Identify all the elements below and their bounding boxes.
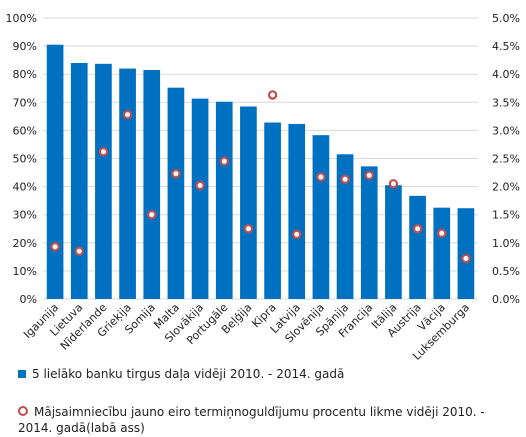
dot bbox=[364, 170, 374, 181]
dot bbox=[267, 90, 278, 100]
dot bbox=[147, 209, 157, 220]
legend-bar-label: 5 lielāko banku tirgus daļa vidēji 2010.… bbox=[32, 367, 345, 381]
dot bbox=[316, 172, 326, 182]
x-axis: IgaunijaLietuvaNīderlandeGrieķijaSomijaM… bbox=[21, 301, 472, 363]
bar bbox=[433, 207, 451, 299]
dot bbox=[74, 246, 84, 256]
bar bbox=[119, 68, 136, 299]
dot bbox=[340, 174, 350, 184]
right-y-axis: 0.0% 0.5% 1.0% 1.5% 2.0% 2.5% 3.0% 3.5% 4.0% 4.5%… bbox=[492, 12, 520, 306]
right-tick-label: 2.0% bbox=[492, 181, 520, 194]
bar bbox=[288, 123, 306, 299]
gridlines bbox=[43, 17, 478, 300]
bar bbox=[360, 166, 378, 299]
dot bbox=[292, 229, 302, 240]
left-tick-label: 50% bbox=[13, 153, 37, 166]
dot bbox=[171, 168, 181, 179]
right-tick-label: 2.5% bbox=[492, 153, 520, 166]
dot bbox=[50, 242, 60, 252]
left-tick-label: 0% bbox=[20, 293, 37, 306]
dot bbox=[461, 253, 471, 264]
right-tick-label: 1.5% bbox=[492, 209, 520, 222]
bar-series bbox=[46, 44, 475, 300]
right-tick-label: 3.5% bbox=[492, 96, 520, 109]
bar bbox=[409, 195, 426, 299]
left-tick-label: 30% bbox=[13, 209, 37, 222]
bar bbox=[191, 98, 209, 299]
bar bbox=[264, 122, 281, 299]
bar bbox=[312, 135, 330, 299]
bar bbox=[70, 62, 88, 300]
right-tick-label: 5.0% bbox=[492, 12, 520, 25]
bar bbox=[385, 185, 402, 299]
bar bbox=[46, 44, 64, 299]
dot bbox=[437, 228, 447, 238]
left-tick-label: 10% bbox=[13, 265, 37, 278]
dot bbox=[122, 109, 133, 120]
legend-dot-entry: Mājsaimniecību jauno eiro termiņnoguldīj… bbox=[18, 404, 518, 436]
legend-dot-label: Mājsaimniecību jauno eiro termiņnoguldīj… bbox=[18, 405, 485, 435]
bar bbox=[457, 208, 475, 299]
left-y-axis: 0% 10% 20% 30% 40% 50% 60% 70% 80% 90% 100% bbox=[6, 12, 37, 306]
legend-dot-swatch bbox=[18, 406, 28, 416]
legend-bar-entry: 5 lielāko banku tirgus daļa vidēji 2010.… bbox=[18, 366, 518, 382]
dot bbox=[98, 147, 109, 157]
legend-bar-swatch bbox=[18, 370, 26, 378]
bar bbox=[240, 106, 257, 299]
dot bbox=[219, 156, 229, 167]
right-tick-label: 1.0% bbox=[492, 237, 520, 250]
bar bbox=[336, 154, 354, 299]
bar bbox=[215, 101, 233, 299]
right-tick-label: 0.5% bbox=[492, 265, 520, 278]
left-tick-label: 60% bbox=[13, 124, 37, 137]
left-tick-label: 40% bbox=[13, 181, 37, 194]
left-tick-label: 100% bbox=[6, 12, 37, 25]
dot-series bbox=[50, 90, 471, 264]
right-tick-label: 0.0% bbox=[492, 293, 520, 306]
dot bbox=[388, 179, 399, 189]
left-tick-label: 90% bbox=[13, 40, 37, 53]
right-tick-label: 4.0% bbox=[492, 68, 520, 81]
dot bbox=[412, 224, 423, 234]
right-tick-label: 3.0% bbox=[492, 124, 520, 137]
dot bbox=[195, 180, 205, 191]
left-tick-label: 20% bbox=[13, 237, 37, 250]
bar bbox=[167, 87, 185, 299]
bar bbox=[143, 69, 161, 299]
left-tick-label: 70% bbox=[13, 96, 37, 109]
dot bbox=[243, 224, 254, 234]
left-tick-label: 80% bbox=[13, 68, 37, 81]
right-tick-label: 4.5% bbox=[492, 40, 520, 53]
bar bbox=[95, 63, 112, 299]
